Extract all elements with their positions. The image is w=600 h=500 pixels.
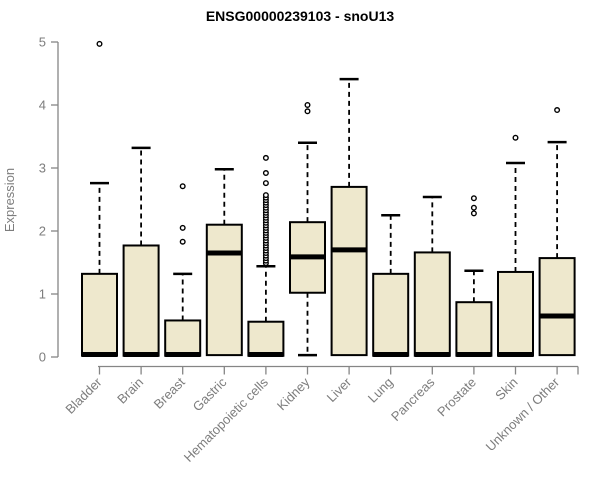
outlier-point: [179, 238, 186, 245]
x-tick-label: Breast: [151, 374, 188, 411]
iqr-box: [455, 301, 493, 357]
y-tick-label: 0: [39, 350, 46, 365]
iqr-box: [205, 223, 243, 357]
x-tick-label: Skin: [492, 375, 520, 403]
outlier-point: [470, 204, 477, 211]
iqr-box: [247, 320, 285, 357]
x-tick-label: Kidney: [274, 374, 313, 413]
box-liver: [330, 77, 368, 357]
box-unknown-other: [538, 107, 576, 357]
outlier-point: [470, 210, 477, 217]
chart-title: ENSG00000239103 - snoU13: [206, 8, 395, 24]
box-hematopoietic-cells: [247, 154, 285, 357]
iqr-box: [538, 257, 576, 357]
x-tick-label: Prostate: [434, 375, 479, 420]
outlier-point: [262, 154, 269, 161]
box-breast: [164, 183, 202, 357]
x-tick-label: Liver: [324, 374, 355, 405]
x-tick-label: Unknown / Other: [483, 374, 563, 454]
outlier-point: [179, 183, 186, 190]
y-tick-label: 1: [39, 287, 46, 302]
box-bladder: [81, 40, 118, 357]
iqr-box: [497, 270, 534, 357]
outlier-point: [179, 224, 186, 231]
y-tick-label: 5: [39, 35, 46, 50]
iqr-box: [81, 272, 118, 357]
outlier-point: [512, 134, 519, 141]
x-tick-label: Pancreas: [388, 374, 438, 424]
outlier-point: [262, 170, 269, 177]
x-tick-label: Brain: [114, 375, 146, 407]
outlier-point: [262, 192, 269, 199]
outlier-point: [470, 195, 477, 202]
iqr-box: [372, 272, 410, 357]
box-kidney: [289, 101, 326, 357]
x-tick-label: Lung: [365, 375, 396, 406]
x-tick-label: Bladder: [62, 374, 105, 417]
outlier-point: [554, 107, 561, 114]
iqr-box: [413, 251, 451, 357]
box-pancreas: [413, 195, 451, 357]
box-brain: [122, 146, 160, 357]
x-tick-label: Gastric: [190, 374, 230, 414]
iqr-box: [164, 319, 202, 357]
box-gastric: [205, 168, 243, 357]
y-tick-label: 4: [39, 98, 46, 113]
y-axis-label: Expression: [2, 168, 17, 232]
box-prostate: [455, 195, 493, 357]
y-tick-label: 3: [39, 161, 46, 176]
y-tick-label: 2: [39, 224, 46, 239]
box-lung: [372, 214, 410, 357]
iqr-box: [330, 185, 368, 357]
outlier-point: [304, 101, 311, 108]
outlier-point: [304, 108, 311, 115]
outlier-point: [262, 180, 269, 187]
box-skin: [497, 134, 534, 357]
iqr-box: [122, 244, 160, 357]
outlier-point: [96, 40, 103, 47]
boxes-group: [81, 40, 576, 357]
